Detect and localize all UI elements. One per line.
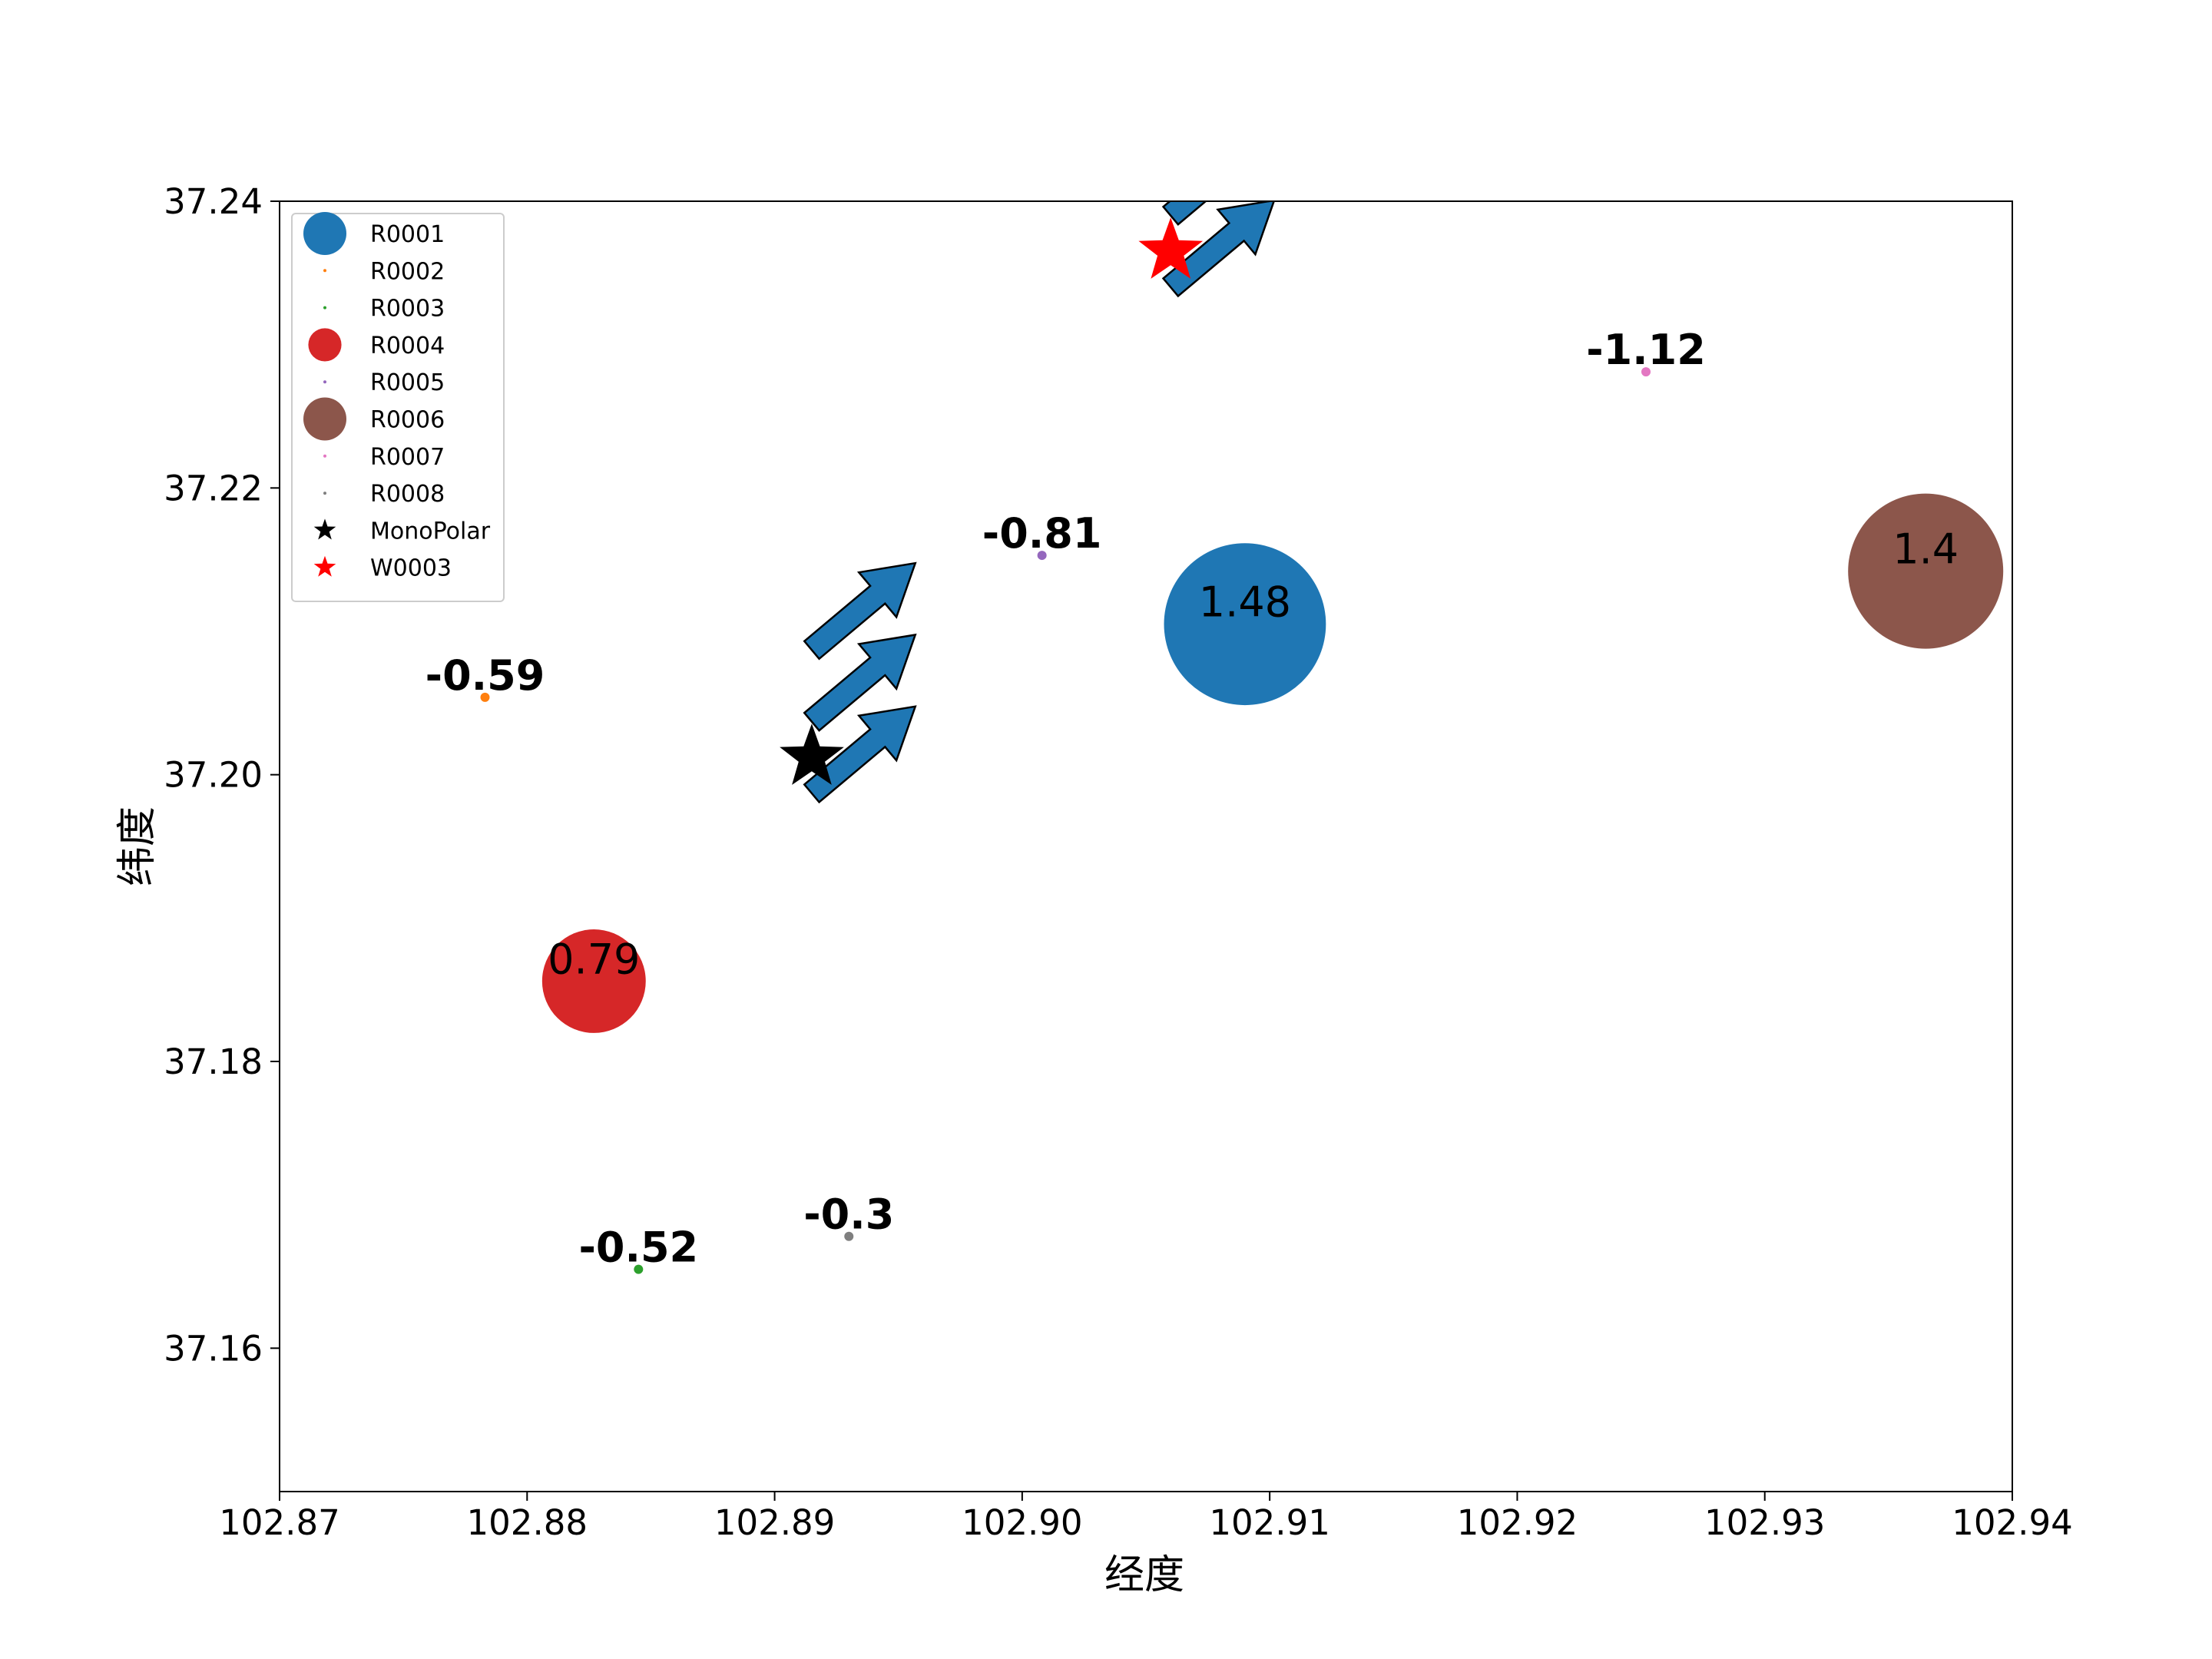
point-r0005 — [1037, 551, 1047, 561]
legend-marker-r0004 — [308, 328, 342, 362]
y-tick-label: 37.22 — [164, 468, 263, 508]
legend-marker-r0005 — [323, 380, 326, 384]
value-label-r0008: -0.3 — [803, 1190, 894, 1239]
y-tick-label: 37.20 — [164, 755, 263, 796]
x-tick-label: 102.92 — [1457, 1502, 1578, 1543]
value-label-r0005: -0.81 — [982, 509, 1102, 558]
x-tick-label: 102.93 — [1704, 1502, 1825, 1543]
legend-marker-r0001 — [303, 212, 346, 255]
value-label-r0002: -0.59 — [426, 651, 545, 700]
legend-label-r0003: R0003 — [370, 296, 445, 323]
value-label-r0004: 0.79 — [548, 935, 640, 983]
y-axis-label: 纬度 — [114, 806, 161, 886]
legend-label-r0007: R0007 — [370, 444, 445, 471]
y-tick-label: 37.24 — [164, 181, 263, 222]
x-tick-label: 102.88 — [467, 1502, 588, 1543]
x-tick-label: 102.94 — [1952, 1502, 2072, 1543]
direction-arrow — [1161, 201, 1276, 298]
marker-w0003 — [1138, 217, 1204, 279]
x-axis-label: 经度 — [1104, 1552, 1184, 1598]
legend-label-r0002: R0002 — [370, 258, 445, 285]
plot-area: 1.48 -0.59 -0.52 0.79 -0.81 1.4 -1.12 -0.3 — [426, 201, 2004, 1274]
legend-label-w0003: W0003 — [370, 555, 452, 582]
point-r0003 — [634, 1264, 644, 1274]
legend-marker-r0007 — [323, 454, 326, 458]
legend-label-r0005: R0005 — [370, 369, 445, 396]
legend: R0001 R0002 R0003 R0004 R0005 R0006 R0007 R0008… — [291, 212, 505, 602]
x-tick-label: 102.89 — [714, 1502, 835, 1543]
legend-marker-r0008 — [323, 492, 326, 495]
direction-arrow — [803, 633, 917, 732]
legend-marker-r0003 — [323, 306, 326, 310]
direction-arrow — [803, 561, 917, 661]
legend-marker-w0003 — [313, 555, 336, 577]
value-label-r0001: 1.48 — [1199, 578, 1291, 627]
legend-label-r0001: R0001 — [370, 221, 445, 248]
axes-frame — [279, 200, 2013, 1492]
point-r0004 — [541, 929, 646, 1033]
legend-marker-r0006 — [303, 397, 346, 441]
value-label-r0006: 1.4 — [1892, 525, 1959, 574]
point-r0002 — [480, 692, 490, 702]
legend-label-monopolar: MonoPolar — [370, 518, 491, 545]
legend-label-r0004: R0004 — [370, 333, 445, 359]
direction-arrow — [803, 705, 917, 804]
marker-monopolar — [780, 724, 844, 785]
y-tick-label: 37.16 — [164, 1328, 263, 1369]
legend-label-r0008: R0008 — [370, 481, 445, 508]
point-r0008 — [844, 1231, 854, 1241]
y-tick-label: 37.18 — [164, 1041, 263, 1082]
value-label-r0003: -0.52 — [578, 1224, 698, 1272]
value-label-r0007: -1.12 — [1586, 326, 1706, 374]
x-tick-label: 102.91 — [1209, 1502, 1330, 1543]
axes: 102.87 102.88 102.89 102.90 102.91 102.92 102.… — [164, 181, 2073, 1543]
x-tick-label: 102.87 — [219, 1502, 339, 1543]
legend-marker-monopolar — [313, 518, 336, 540]
legend-label-r0006: R0006 — [370, 407, 445, 434]
direction-arrow — [1161, 201, 1276, 226]
point-r0001 — [1164, 543, 1326, 706]
legend-box — [291, 213, 505, 602]
point-r0006 — [1848, 493, 2004, 649]
x-tick-label: 102.90 — [962, 1502, 1082, 1543]
point-r0007 — [1641, 367, 1651, 377]
legend-marker-r0002 — [323, 269, 326, 273]
